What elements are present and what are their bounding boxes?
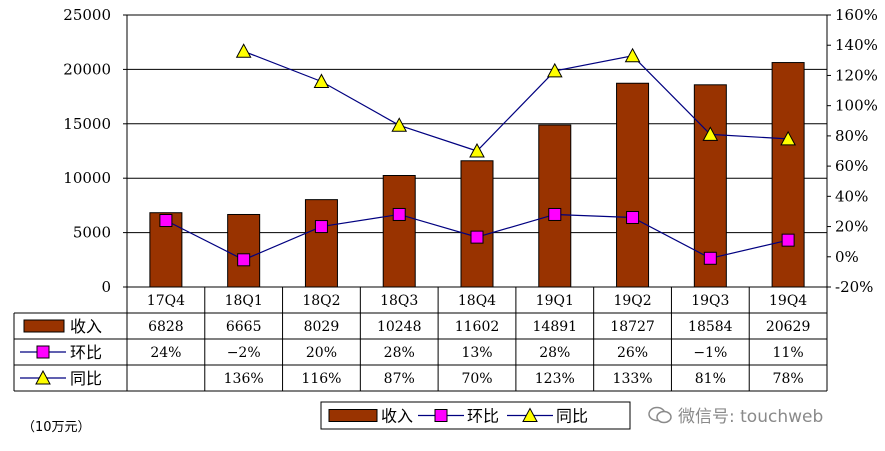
data-label: 13% bbox=[461, 345, 492, 361]
right-tick-label: 20% bbox=[835, 218, 868, 236]
left-tick-label: 10000 bbox=[63, 169, 111, 187]
qoq-marker bbox=[237, 253, 251, 267]
data-label: 6665 bbox=[226, 319, 262, 335]
legend-revenue-label: 收入 bbox=[381, 407, 413, 426]
qoq-marker bbox=[314, 220, 328, 234]
right-tick-label: 40% bbox=[835, 187, 868, 205]
data-label: 70% bbox=[461, 371, 492, 387]
yoy-marker bbox=[391, 117, 408, 132]
yoy-marker bbox=[235, 43, 252, 58]
category-label: 18Q3 bbox=[380, 293, 418, 309]
category-label: 18Q4 bbox=[458, 293, 496, 309]
data-label: −2% bbox=[227, 345, 261, 361]
data-label: 20629 bbox=[766, 319, 811, 335]
qoq-marker bbox=[703, 251, 717, 265]
revenue-bar bbox=[382, 175, 416, 288]
yoy-line bbox=[243, 50, 789, 152]
data-label: 78% bbox=[773, 371, 804, 387]
left-tick-label: 20000 bbox=[63, 60, 111, 78]
category-label: 19Q2 bbox=[613, 293, 651, 309]
right-tick-label: 0% bbox=[835, 248, 859, 266]
qoq-marker bbox=[548, 207, 562, 221]
yoy-marker bbox=[624, 47, 641, 63]
data-label: 6828 bbox=[148, 319, 184, 335]
yoy-marker bbox=[313, 73, 330, 88]
data-label: 24% bbox=[150, 345, 181, 361]
data-label: 14891 bbox=[533, 319, 578, 335]
data-label: 123% bbox=[535, 371, 575, 387]
yoy-marker bbox=[702, 126, 719, 141]
right-tick-label: 100% bbox=[835, 97, 878, 115]
category-label: 19Q1 bbox=[536, 293, 574, 309]
legend-qoq-label: 环比 bbox=[467, 407, 499, 426]
revenue-bar bbox=[227, 213, 261, 288]
row-header-revenue: 收入 bbox=[70, 317, 102, 336]
qoq-marker bbox=[470, 230, 484, 244]
data-label: 28% bbox=[384, 345, 415, 361]
revenue-bar bbox=[460, 160, 494, 288]
qoq-marker bbox=[781, 233, 795, 247]
right-tick-label: 140% bbox=[835, 36, 878, 54]
data-label: 20% bbox=[306, 345, 337, 361]
data-label: 116% bbox=[301, 371, 341, 387]
category-label: 18Q1 bbox=[225, 293, 263, 309]
left-tick-label: 15000 bbox=[63, 115, 111, 133]
data-label: 10248 bbox=[377, 319, 422, 335]
revenue-bar bbox=[616, 82, 650, 288]
unit-note: （10万元） bbox=[22, 420, 91, 435]
revenue-bar bbox=[771, 62, 805, 288]
right-tick-label: 80% bbox=[835, 127, 868, 145]
right-tick-label: -20% bbox=[835, 278, 873, 296]
data-label: 87% bbox=[384, 371, 415, 387]
left-tick-label: 0 bbox=[101, 278, 111, 296]
revenue-key bbox=[23, 319, 65, 333]
qoq-marker bbox=[159, 214, 173, 228]
data-label: 18727 bbox=[610, 319, 655, 335]
left-tick-label: 5000 bbox=[73, 224, 111, 242]
watermark: 微信号: touchweb bbox=[648, 402, 823, 427]
left-tick-label: 25000 bbox=[63, 6, 111, 24]
category-label: 18Q2 bbox=[302, 293, 340, 309]
yoy-marker bbox=[546, 62, 563, 78]
data-label: 26% bbox=[617, 345, 648, 361]
data-label: 18584 bbox=[688, 319, 733, 335]
legend-yoy-label: 同比 bbox=[556, 407, 588, 426]
data-label: 11% bbox=[773, 345, 804, 361]
legend-revenue-key bbox=[328, 409, 378, 422]
watermark-text: 微信号: touchweb bbox=[678, 407, 824, 427]
data-label: −1% bbox=[693, 345, 727, 361]
data-label: 133% bbox=[613, 371, 653, 387]
right-tick-label: 120% bbox=[835, 66, 878, 84]
qoq-marker bbox=[626, 210, 640, 224]
category-label: 17Q4 bbox=[147, 293, 185, 309]
right-tick-label: 60% bbox=[835, 157, 868, 175]
revenue-bar bbox=[304, 199, 338, 288]
data-label: 136% bbox=[224, 371, 264, 387]
data-label: 28% bbox=[539, 345, 570, 361]
row-header-yoy: 同比 bbox=[70, 369, 102, 388]
data-label: 11602 bbox=[455, 319, 500, 335]
qoq-key-marker bbox=[36, 345, 50, 359]
data-label: 8029 bbox=[304, 319, 340, 335]
qoq-marker bbox=[392, 207, 406, 221]
right-tick-label: 160% bbox=[835, 6, 878, 24]
legend-yoy-marker bbox=[522, 407, 538, 422]
yoy-marker bbox=[780, 130, 796, 146]
legend-qoq-marker bbox=[434, 409, 448, 422]
yoy-marker bbox=[469, 142, 485, 158]
yoy-key-marker bbox=[35, 369, 51, 385]
category-label: 19Q4 bbox=[769, 293, 807, 309]
data-label: 81% bbox=[695, 371, 726, 387]
revenue-bar bbox=[538, 124, 572, 288]
row-header-qoq: 环比 bbox=[70, 343, 102, 362]
category-label: 19Q3 bbox=[691, 293, 729, 309]
wechat-icon bbox=[648, 406, 672, 423]
